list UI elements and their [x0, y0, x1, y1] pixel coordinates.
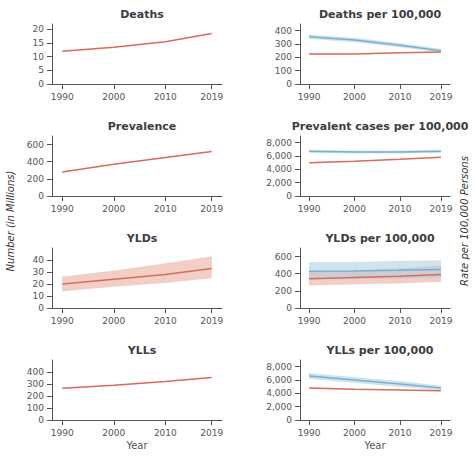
svg-text:2000: 2000 [102, 92, 125, 102]
svg-text:2019: 2019 [200, 92, 223, 102]
svg-text:2000: 2000 [102, 428, 125, 438]
svg-text:1990: 1990 [51, 204, 74, 214]
svg-text:Rate per 100,000 Persons: Rate per 100,000 Persons [459, 156, 470, 286]
svg-text:2000: 2000 [102, 204, 125, 214]
svg-text:YLDs: YLDs [126, 232, 158, 245]
svg-text:Prevalence: Prevalence [108, 120, 177, 133]
svg-text:0: 0 [286, 415, 292, 425]
svg-text:6,000: 6,000 [266, 151, 292, 161]
svg-text:2019: 2019 [429, 92, 452, 102]
svg-text:2000: 2000 [343, 204, 366, 214]
svg-text:2019: 2019 [429, 204, 452, 214]
svg-text:2019: 2019 [200, 204, 223, 214]
svg-text:10: 10 [33, 52, 45, 62]
svg-text:0: 0 [286, 303, 292, 313]
svg-text:2010: 2010 [389, 92, 412, 102]
svg-text:200: 200 [275, 52, 292, 62]
svg-text:2010: 2010 [389, 204, 412, 214]
svg-text:2000: 2000 [343, 428, 366, 438]
svg-text:8,000: 8,000 [266, 138, 292, 148]
svg-text:2000: 2000 [343, 316, 366, 326]
svg-text:YLLs: YLLs [127, 344, 157, 357]
svg-text:4,000: 4,000 [266, 164, 292, 174]
svg-text:YLDs per 100,000: YLDs per 100,000 [324, 232, 435, 245]
svg-text:1990: 1990 [51, 428, 74, 438]
svg-text:2000: 2000 [343, 92, 366, 102]
svg-text:10: 10 [33, 291, 45, 301]
svg-text:30: 30 [33, 267, 45, 277]
svg-text:2000: 2000 [102, 316, 125, 326]
svg-text:2010: 2010 [389, 428, 412, 438]
svg-text:0: 0 [38, 79, 44, 89]
svg-text:2010: 2010 [154, 204, 177, 214]
svg-text:0: 0 [286, 191, 292, 201]
svg-text:200: 200 [27, 174, 44, 184]
svg-text:2019: 2019 [200, 316, 223, 326]
svg-text:100: 100 [275, 66, 292, 76]
svg-text:600: 600 [27, 140, 44, 150]
svg-text:6,000: 6,000 [266, 375, 292, 385]
svg-text:1990: 1990 [298, 92, 321, 102]
svg-text:1990: 1990 [298, 316, 321, 326]
svg-text:2019: 2019 [429, 316, 452, 326]
svg-text:0: 0 [38, 303, 44, 313]
svg-text:300: 300 [275, 39, 292, 49]
svg-text:20: 20 [33, 279, 45, 289]
svg-text:4,000: 4,000 [266, 388, 292, 398]
svg-text:2010: 2010 [389, 316, 412, 326]
svg-text:40: 40 [33, 255, 45, 265]
svg-text:Deaths per 100,000: Deaths per 100,000 [319, 8, 442, 21]
svg-text:Year: Year [125, 440, 148, 451]
svg-text:2010: 2010 [154, 92, 177, 102]
svg-text:Year: Year [363, 440, 386, 451]
svg-text:2,000: 2,000 [266, 178, 292, 188]
svg-text:2010: 2010 [154, 316, 177, 326]
svg-text:400: 400 [275, 269, 292, 279]
svg-text:20: 20 [33, 24, 45, 34]
svg-text:2019: 2019 [429, 428, 452, 438]
svg-text:2019: 2019 [200, 428, 223, 438]
svg-text:1990: 1990 [298, 204, 321, 214]
svg-text:8,000: 8,000 [266, 362, 292, 372]
svg-text:YLLs per 100,000: YLLs per 100,000 [325, 344, 433, 357]
svg-text:15: 15 [33, 38, 44, 48]
svg-text:400: 400 [275, 26, 292, 36]
svg-text:Number (in Millions): Number (in Millions) [5, 171, 16, 272]
svg-text:1990: 1990 [298, 428, 321, 438]
svg-text:1990: 1990 [51, 92, 74, 102]
svg-text:1990: 1990 [51, 316, 74, 326]
svg-text:Deaths: Deaths [120, 8, 164, 21]
svg-text:0: 0 [38, 415, 44, 425]
svg-text:600: 600 [275, 252, 292, 262]
svg-text:Prevalent cases per 100,000: Prevalent cases per 100,000 [292, 120, 469, 133]
svg-text:300: 300 [27, 379, 44, 389]
svg-text:400: 400 [27, 157, 44, 167]
svg-text:0: 0 [286, 79, 292, 89]
svg-text:2010: 2010 [154, 428, 177, 438]
svg-text:400: 400 [27, 367, 44, 377]
svg-text:200: 200 [275, 286, 292, 296]
svg-text:5: 5 [38, 65, 44, 75]
svg-text:2,000: 2,000 [266, 402, 292, 412]
svg-text:200: 200 [27, 391, 44, 401]
svg-text:0: 0 [38, 191, 44, 201]
svg-text:100: 100 [27, 403, 44, 413]
